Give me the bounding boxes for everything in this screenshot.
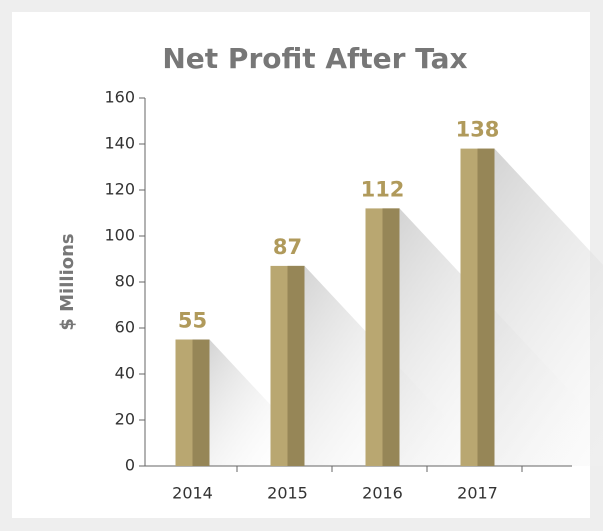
data-label: 112 xyxy=(361,177,405,201)
y-tick-label: 160 xyxy=(104,88,135,107)
x-tick-label: 2014 xyxy=(172,484,213,503)
data-label: 138 xyxy=(456,118,500,142)
y-tick-label: 120 xyxy=(104,180,135,199)
y-tick-label: 100 xyxy=(104,226,135,245)
x-tick-label: 2016 xyxy=(362,484,403,503)
y-tick-label: 0 xyxy=(125,456,135,475)
bar-shadow xyxy=(494,148,603,466)
y-axis-label: $ Millions xyxy=(57,233,78,330)
data-label: 55 xyxy=(178,309,207,333)
bar-side xyxy=(477,148,495,466)
y-tick-label: 40 xyxy=(115,364,135,383)
x-tick-label: 2015 xyxy=(267,484,308,503)
bar-side xyxy=(192,339,210,466)
y-tick-label: 60 xyxy=(115,318,135,337)
chart-title: Net Profit After Tax xyxy=(162,42,467,75)
bar-side xyxy=(287,265,305,466)
y-tick-label: 20 xyxy=(115,410,135,429)
y-tick-label: 140 xyxy=(104,134,135,153)
x-tick-label: 2017 xyxy=(457,484,498,503)
data-label: 87 xyxy=(273,235,302,259)
bar-side xyxy=(382,208,400,466)
y-tick-label: 80 xyxy=(115,272,135,291)
